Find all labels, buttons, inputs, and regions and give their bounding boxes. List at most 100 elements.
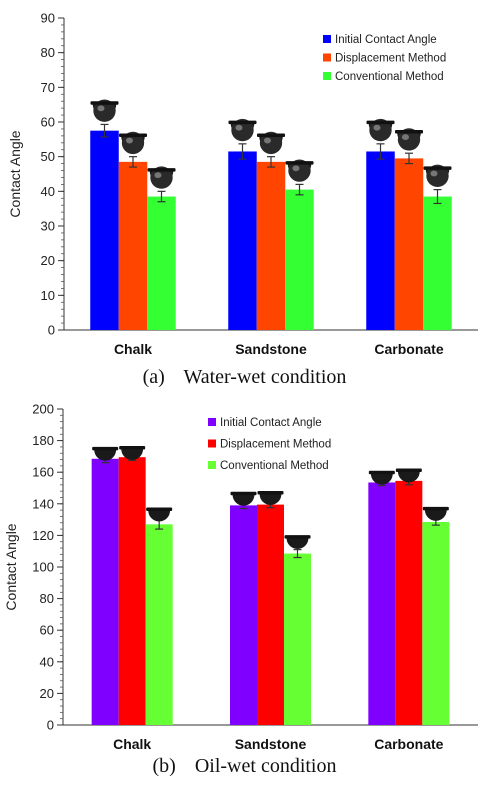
chart-panel-oil-wet: 0 20 40 60 80 100 120 140 160 180 200 Contact Angle…: [0, 395, 489, 785]
bar-carbonate-1: [395, 480, 423, 725]
droplet-substrate: [395, 468, 422, 473]
bar-sandstone-1: [257, 504, 284, 725]
y-tick-label: 10: [41, 288, 55, 303]
y-tick-label: 40: [40, 654, 54, 669]
water-wet-chart: 0 10 20 30 40 50 60 70 80 90 Contact Angle Chalk San…: [7, 11, 478, 357]
x-category-label: Carbonate: [374, 736, 443, 752]
droplet-image: [92, 446, 119, 461]
y-tick-label: 40: [41, 184, 55, 199]
bar-carbonate-1: [394, 158, 424, 330]
x-category-label: Chalk: [113, 736, 151, 752]
x-category-label: Sandstone: [235, 736, 307, 752]
bar-sandstone-0: [230, 505, 257, 725]
x-category-label: Sandstone: [235, 341, 307, 357]
legend-label: Displacement Method: [220, 439, 331, 451]
y-tick-label: 0: [47, 718, 54, 733]
droplet-shape: [286, 538, 309, 549]
droplet-image: [230, 491, 257, 506]
droplet-body: [259, 131, 283, 155]
droplet-substrate: [228, 120, 257, 125]
droplet-image: [257, 491, 284, 505]
droplet-substrate: [90, 101, 119, 105]
droplet-image: [90, 99, 119, 122]
y-tick-label: 100: [32, 560, 54, 575]
droplet-body: [369, 118, 392, 142]
droplet-highlight: [263, 137, 271, 144]
legend-label: Conventional Method: [335, 71, 444, 83]
droplet-body: [121, 131, 145, 155]
droplet-image: [395, 468, 422, 483]
y-tick-label: 20: [41, 253, 55, 268]
legend-label: Initial Contact Angle: [220, 417, 322, 429]
droplet-substrate: [146, 507, 173, 512]
droplet-highlight: [154, 172, 162, 179]
y-tick-label: 20: [40, 686, 54, 701]
y-axis-title: Contact Angle: [3, 523, 19, 610]
bar-chalk-0: [91, 458, 119, 725]
droplet-highlight: [373, 124, 381, 131]
droplet-body: [426, 164, 449, 188]
droplet-image: [147, 166, 176, 189]
droplet-image: [146, 507, 173, 522]
droplet-image: [368, 470, 395, 485]
droplet-body: [150, 166, 173, 189]
droplet-substrate: [366, 120, 395, 125]
y-tick-label: 0: [48, 323, 55, 338]
droplet-substrate: [284, 535, 311, 539]
legend-swatch: [208, 439, 216, 448]
droplet-highlight: [430, 170, 438, 177]
droplet-substrate: [368, 470, 395, 475]
x-category-label: Chalk: [114, 341, 152, 357]
bar-carbonate-2: [423, 196, 452, 330]
droplet-substrate: [230, 491, 257, 496]
droplet-highlight: [97, 105, 105, 112]
bar-sandstone-2: [285, 189, 314, 330]
y-tick-label: 80: [41, 45, 55, 60]
y-tick-label: 200: [32, 402, 54, 417]
droplet-highlight: [401, 134, 409, 141]
droplet-shape: [121, 449, 144, 460]
y-tick-label: 70: [41, 80, 55, 95]
droplet-substrate: [422, 506, 449, 511]
droplet-image: [395, 128, 423, 151]
bar-carbonate-0: [368, 482, 396, 725]
droplet-shape: [370, 473, 393, 485]
droplet-image: [284, 535, 311, 549]
x-category-label: Carbonate: [374, 341, 443, 357]
caption-oil-wet: (b) Oil-wet condition: [0, 755, 489, 778]
droplet-substrate: [285, 161, 314, 165]
bar-chalk-0: [90, 130, 119, 330]
droplet-image: [285, 159, 314, 182]
y-tick-label: 30: [41, 219, 55, 234]
legend-swatch: [208, 461, 216, 469]
y-tick-label: 80: [40, 591, 54, 606]
legend-label: Displacement Method: [335, 53, 446, 65]
y-tick-label: 120: [32, 528, 54, 543]
bar-sandstone-2: [284, 553, 311, 725]
y-tick-label: 160: [32, 465, 54, 480]
droplet-highlight: [125, 137, 133, 144]
droplet-shape: [148, 510, 171, 522]
droplet-substrate: [257, 133, 285, 137]
bar-chalk-1: [118, 161, 148, 330]
droplet-substrate: [147, 168, 176, 172]
y-tick-label: 50: [41, 149, 55, 164]
caption-label: (a): [142, 366, 165, 388]
caption-text: Water-wet condition: [183, 366, 347, 388]
droplet-image: [423, 164, 452, 188]
legend-swatch: [323, 53, 331, 62]
droplet-body: [231, 118, 254, 142]
y-axis-title: Contact Angle: [7, 130, 23, 217]
legend-swatch: [323, 72, 331, 80]
droplet-substrate: [257, 491, 284, 495]
bar-chalk-2: [147, 196, 176, 330]
droplet-substrate: [119, 133, 147, 137]
oil-wet-chart: 0 20 40 60 80 100 120 140 160 180 200 Contact Angle…: [3, 402, 478, 752]
y-tick-label: 140: [32, 496, 54, 511]
legend-swatch: [208, 418, 216, 426]
droplet-shape: [232, 494, 255, 506]
droplet-highlight: [292, 165, 300, 172]
bar-chalk-2: [145, 524, 173, 725]
y-tick-label: 60: [40, 623, 54, 638]
droplet-image: [228, 118, 257, 142]
